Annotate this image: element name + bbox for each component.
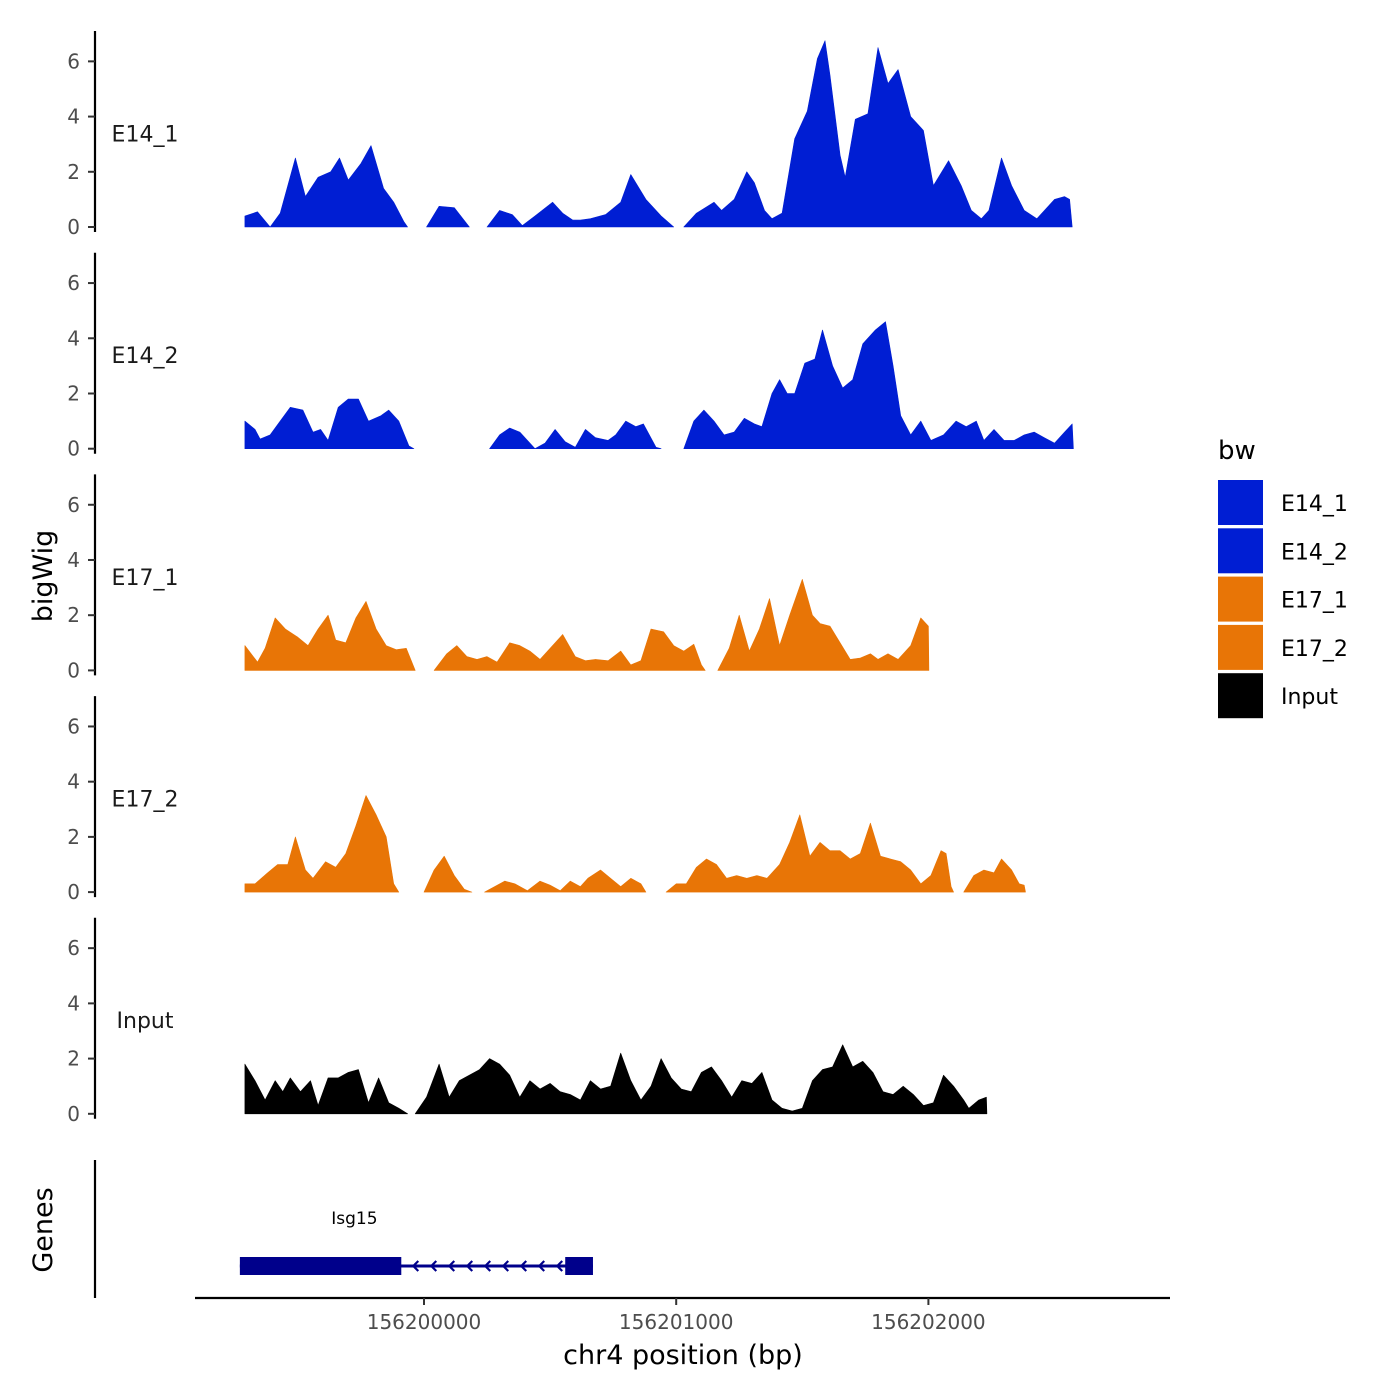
- x-tick-label: 156202000: [871, 1310, 986, 1334]
- y-tick-label: 4: [67, 991, 80, 1015]
- coverage-area-E14_1: [244, 40, 1073, 228]
- y-tick-label: 6: [67, 936, 80, 960]
- coverage-area-E17_2: [244, 795, 1026, 893]
- legend-label: Input: [1281, 685, 1338, 710]
- legend-label: E14_1: [1281, 492, 1348, 517]
- strand-arrow: [519, 1260, 528, 1272]
- x-tick-label: 156201000: [619, 1310, 734, 1334]
- genes-axis-title: Genes: [28, 1187, 59, 1272]
- x-tick-label: 156200000: [367, 1310, 482, 1334]
- y-tick-label: 2: [67, 160, 80, 184]
- legend-entry: E17_2: [1218, 624, 1348, 670]
- strand-arrow: [465, 1260, 474, 1272]
- y-tick-label: 6: [67, 271, 80, 295]
- strand-arrow: [447, 1260, 456, 1272]
- strand-arrow: [483, 1260, 492, 1272]
- genes-panel: Isg15: [93, 1160, 593, 1298]
- legend-entry: E14_1: [1218, 480, 1348, 525]
- y-tick-label: 4: [67, 326, 80, 350]
- track-label: E17_1: [112, 566, 179, 591]
- gene-exon: [239, 1257, 402, 1275]
- y-tick-label: 6: [67, 714, 80, 738]
- gene-label: Isg15: [331, 1209, 377, 1229]
- y-tick-label: 2: [67, 603, 80, 627]
- y-tick-label: 2: [67, 825, 80, 849]
- x-axis: 156200000 156201000 156202000: [195, 1296, 1170, 1334]
- track-panel-E17_2: 0 2 4 6 E17_2: [67, 696, 1026, 904]
- y-tick-label: 0: [67, 880, 80, 904]
- track-panels: 0 2 4 6 E14_1 0 2 4 6 E14_2 0 2 4 6 E17_1 0 2 4 6 E17_2 0 2 4 6…: [67, 31, 1074, 1126]
- track-label: Input: [117, 1009, 174, 1034]
- legend-swatch: [1218, 528, 1263, 574]
- track-label: E14_1: [112, 122, 179, 147]
- strand-arrow: [501, 1260, 510, 1272]
- coverage-area-Input: [244, 1044, 988, 1115]
- y-tick-label: 0: [67, 215, 80, 239]
- legend-label: E17_2: [1281, 637, 1348, 662]
- track-label: E14_2: [112, 344, 179, 369]
- legend-entry: Input: [1218, 673, 1338, 719]
- y-tick-label: 6: [67, 49, 80, 73]
- strand-arrow: [429, 1260, 438, 1272]
- legend-title: bw: [1218, 436, 1256, 466]
- gene-exon: [565, 1257, 593, 1275]
- y-tick-label: 0: [67, 1102, 80, 1126]
- track-panel-E17_1: 0 2 4 6 E17_1: [67, 474, 930, 682]
- legend-label: E14_2: [1281, 540, 1348, 565]
- track-panel-E14_2: 0 2 4 6 E14_2: [67, 252, 1074, 461]
- strand-arrow: [411, 1260, 420, 1272]
- y-tick-label: 0: [67, 658, 80, 682]
- y-tick-label: 4: [67, 770, 80, 794]
- track-panel-Input: 0 2 4 6 Input: [67, 917, 988, 1126]
- y-tick-label: 0: [67, 437, 80, 461]
- y-tick-label: 4: [67, 105, 80, 129]
- legend-swatch: [1218, 576, 1263, 622]
- track-panel-E14_1: 0 2 4 6 E14_1: [67, 31, 1073, 239]
- legend-swatch: [1218, 624, 1263, 670]
- legend-entry: E17_1: [1218, 576, 1348, 622]
- legend-entry: E14_2: [1218, 528, 1348, 574]
- legend-swatch: [1218, 673, 1263, 719]
- legend: bw E14_1 E14_2 E17_1 E17_2 Input: [1218, 436, 1348, 719]
- strand-arrow: [555, 1260, 564, 1272]
- legend-swatch: [1218, 480, 1263, 525]
- y-tick-label: 4: [67, 548, 80, 572]
- coverage-area-E14_2: [244, 321, 1074, 449]
- y-tick-label: 2: [67, 381, 80, 405]
- legend-label: E17_1: [1281, 589, 1348, 614]
- y-tick-label: 6: [67, 493, 80, 517]
- x-axis-title: chr4 position (bp): [563, 1340, 803, 1371]
- y-tick-label: 2: [67, 1047, 80, 1071]
- track-label: E17_2: [112, 788, 179, 813]
- strand-arrow: [537, 1260, 546, 1272]
- y-axis-title: bigWig: [28, 530, 59, 623]
- coverage-area-E17_1: [244, 579, 930, 671]
